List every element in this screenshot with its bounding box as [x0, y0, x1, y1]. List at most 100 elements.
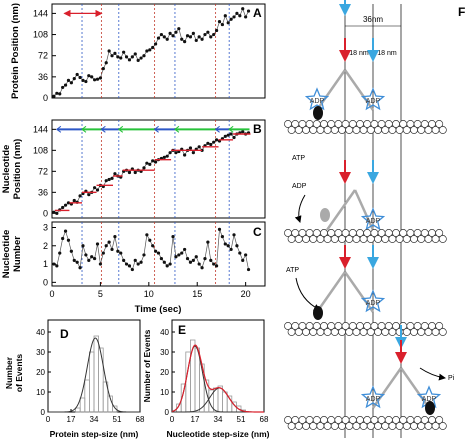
panel-b-chart: B Nucleotide Position (nm) 0 36 72 108 144	[1, 119, 266, 219]
data-point	[159, 32, 164, 37]
data-point	[168, 151, 172, 155]
data-point	[194, 255, 198, 259]
red-marker-arrow	[395, 352, 407, 364]
data-point	[113, 51, 117, 55]
data-point	[185, 256, 190, 261]
data-point	[180, 251, 184, 255]
data-point	[142, 54, 146, 58]
data-point	[95, 188, 100, 192]
panel-a-letter: A	[253, 6, 262, 20]
data-point	[84, 79, 88, 84]
panel-a-yticks: 0 36 72 108 144	[33, 8, 56, 103]
panel-c-chart: C Nucleotide Number 0 1 2 3 0 5 10 15 20 Time (…	[1, 221, 266, 315]
data-point	[66, 201, 71, 205]
data-point	[104, 61, 108, 65]
data-point	[235, 244, 239, 248]
xtick-label: 68	[260, 415, 269, 424]
data-point	[55, 211, 59, 215]
adp-label: ADP	[366, 98, 381, 105]
xtick-label: 34	[90, 415, 99, 424]
ytick-label: 40	[160, 328, 169, 337]
panel-d-marks	[48, 335, 140, 413]
data-point	[113, 172, 117, 176]
data-point	[63, 83, 68, 87]
ytick-label: 3	[43, 222, 48, 232]
data-point	[188, 35, 193, 39]
motor-lever-arm	[315, 271, 347, 313]
histogram-bar	[75, 407, 81, 413]
panel-b-letter: B	[253, 122, 262, 136]
data-point	[191, 258, 195, 262]
panel-b-ylabel-line1: Nucleotide	[1, 145, 12, 194]
data-point	[244, 253, 248, 257]
dimension-18nm-right: 18 nm	[377, 50, 397, 57]
data-point	[98, 262, 103, 266]
xtick-label: 17	[191, 415, 200, 424]
actin-subunit	[435, 416, 444, 424]
data-point	[55, 264, 59, 268]
data-point	[197, 145, 201, 149]
panel-b-yticks: 0 36 72 108 144	[33, 124, 56, 218]
data-point	[110, 247, 114, 252]
data-point	[72, 77, 76, 81]
histogram-bar	[84, 379, 90, 413]
data-point	[61, 85, 65, 90]
data-point	[209, 142, 213, 147]
panel-c-yticks: 0 1 2 3	[43, 222, 56, 287]
data-point	[75, 72, 79, 77]
data-point	[235, 11, 239, 15]
adp-label: ADP	[366, 396, 381, 403]
adp-star-icon	[360, 385, 386, 409]
actin-subunit	[435, 120, 444, 128]
panel-d-letter: D	[60, 327, 69, 341]
data-point	[124, 262, 129, 266]
panel-a-vlines	[81, 4, 230, 98]
data-point	[81, 78, 85, 82]
red-marker-arrow	[339, 172, 351, 184]
data-point	[133, 258, 137, 262]
panel-e-chart: E Number of Events 0 10 20 30 40 0 17 34 51 68 N…	[142, 319, 270, 439]
data-point	[229, 132, 233, 136]
ytick-label: 0	[43, 93, 48, 103]
data-point	[197, 35, 201, 39]
data-point	[107, 49, 111, 53]
data-point	[223, 14, 227, 18]
data-point	[212, 140, 216, 144]
data-point	[84, 253, 88, 257]
data-point	[87, 74, 91, 78]
data-point	[214, 138, 219, 142]
sum-fit	[171, 344, 264, 413]
data-point	[220, 22, 224, 27]
xtick-label: 0	[49, 289, 54, 299]
xtick-label: 34	[214, 415, 223, 424]
actin-subunit	[435, 322, 444, 330]
data-point	[177, 27, 181, 31]
panel-e-letter: E	[178, 323, 186, 337]
actin-subunit	[438, 126, 447, 134]
ytick-label: 72	[38, 51, 48, 61]
panel-f-letter: F	[458, 5, 465, 19]
adp-label: ADP	[366, 300, 381, 307]
panel-a-chart: A Protein Position (nm) 0 36 72 108 144	[10, 3, 266, 103]
data-point	[156, 251, 161, 255]
data-point	[183, 153, 187, 157]
data-point	[183, 40, 187, 44]
histogram-bar	[112, 405, 118, 413]
data-point	[95, 242, 100, 246]
data-point	[127, 58, 132, 62]
panel-a-ylabel: Protein Position (nm)	[10, 3, 21, 99]
ytick-label: 2	[43, 241, 48, 251]
data-point	[116, 55, 120, 59]
data-point	[107, 177, 111, 182]
motor-head-dark	[425, 401, 435, 415]
data-point	[153, 160, 158, 164]
series-line	[53, 229, 249, 271]
panel-e-marks	[171, 339, 264, 413]
adp-label: ADP	[310, 98, 325, 105]
data-point	[168, 262, 172, 266]
histogram-bar	[89, 351, 95, 413]
panel-a-marks	[52, 7, 251, 98]
data-point	[217, 20, 222, 24]
state-bar-tip	[117, 125, 124, 133]
